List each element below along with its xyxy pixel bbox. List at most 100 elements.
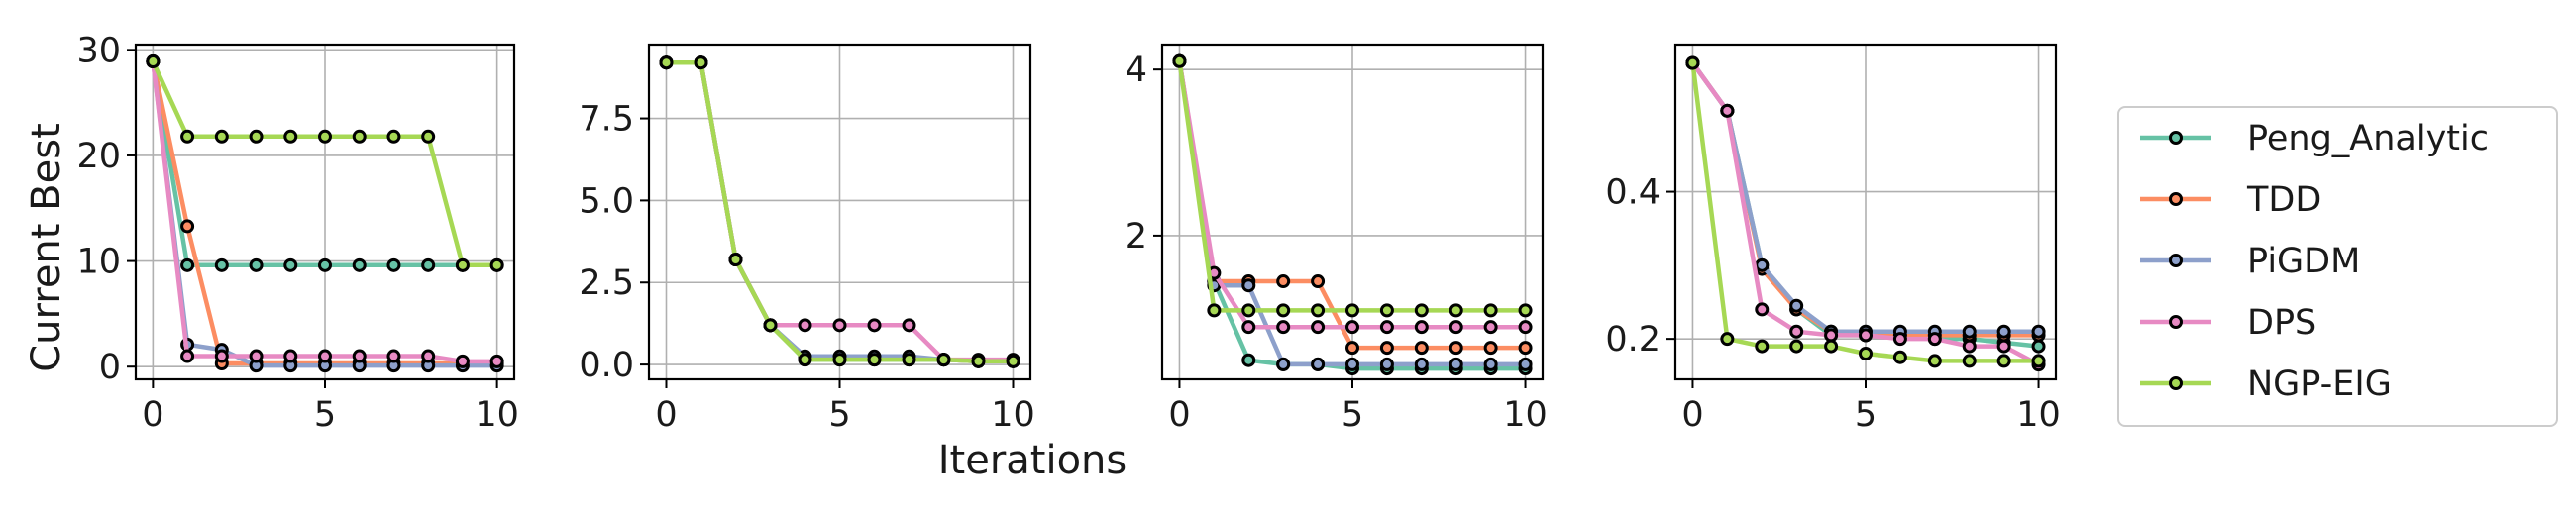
y-tick-label: 30 <box>76 31 121 70</box>
data-point <box>421 349 436 363</box>
data-point <box>1824 339 1839 354</box>
x-tick-label: 10 <box>1503 395 1548 435</box>
data-point <box>1276 274 1291 289</box>
legend-label: DPS <box>2247 303 2316 343</box>
legend-frame <box>2117 106 2558 427</box>
x-tick-label: 5 <box>828 395 850 435</box>
y-tick-label: 2.5 <box>579 263 634 303</box>
data-point <box>318 349 332 363</box>
x-tick-label: 5 <box>1855 395 1877 435</box>
data-point <box>214 349 229 363</box>
legend-entry: Peng_Analytic <box>2140 119 2489 158</box>
data-point <box>1518 320 1533 335</box>
data-point <box>352 129 367 144</box>
x-tick-label: 10 <box>991 395 1035 435</box>
panel-2: 0 5 10 0.0 2.5 5.0 7.5 <box>579 43 1035 435</box>
data-point <box>180 349 195 363</box>
data-point <box>214 257 229 272</box>
y-tick-label: 0.4 <box>1605 173 1661 213</box>
data-point <box>386 129 401 144</box>
data-point <box>1276 303 1291 318</box>
panel-3: 0 5 10 2 4 <box>1126 43 1548 435</box>
y-tick-label: 0.2 <box>1605 320 1661 360</box>
x-tick-label: 10 <box>475 395 519 435</box>
data-point <box>283 257 298 272</box>
data-point <box>1414 320 1429 335</box>
data-point <box>489 257 504 272</box>
x-tick-label: 0 <box>142 395 163 435</box>
data-point <box>283 349 298 363</box>
x-axis-label: Iterations <box>938 438 1127 483</box>
data-point <box>798 318 812 333</box>
data-point <box>1379 341 1394 356</box>
data-point <box>318 257 332 272</box>
data-point <box>1755 302 1770 317</box>
data-point <box>1483 303 1498 318</box>
legend-marker <box>2169 254 2183 267</box>
data-point <box>1345 320 1359 335</box>
data-point <box>832 318 847 333</box>
data-point <box>1720 332 1735 347</box>
panel-4: 0 5 10 0.2 0.4 <box>1605 43 2061 435</box>
data-point <box>1996 354 2011 368</box>
data-point <box>1311 274 1326 289</box>
data-point <box>1379 320 1394 335</box>
data-point <box>1449 357 1463 371</box>
data-point <box>1518 341 1533 356</box>
data-point <box>1414 341 1429 356</box>
data-point <box>1962 324 1977 339</box>
data-point <box>1414 303 1429 318</box>
data-point <box>1892 350 1907 364</box>
y-tick-label: 10 <box>76 243 121 282</box>
x-tick-label: 5 <box>314 395 336 435</box>
data-point <box>386 349 401 363</box>
legend-marker <box>2169 192 2183 206</box>
y-tick-label: 5.0 <box>579 181 634 221</box>
legend-label: NGP-EIG <box>2247 364 2392 404</box>
data-point <box>489 354 504 368</box>
data-point <box>1207 303 1222 318</box>
y-tick-label: 7.5 <box>579 100 634 140</box>
data-point <box>1414 357 1429 371</box>
data-point <box>1311 357 1326 371</box>
legend-label: Peng_Analytic <box>2247 119 2489 158</box>
data-point <box>1789 339 1804 354</box>
data-point <box>1962 339 1977 354</box>
x-tick-label: 0 <box>1681 395 1703 435</box>
data-point <box>1720 103 1735 118</box>
data-point <box>249 349 264 363</box>
data-point <box>1518 303 1533 318</box>
legend-label: TDD <box>2246 180 2321 220</box>
data-point <box>1345 357 1359 371</box>
data-point <box>1483 320 1498 335</box>
data-point <box>2031 324 2046 339</box>
data-point <box>867 318 882 333</box>
legend-entry: NGP-EIG <box>2140 364 2392 404</box>
data-point <box>1345 303 1359 318</box>
data-point <box>1241 303 1256 318</box>
axes-frame <box>1673 43 2058 381</box>
data-point <box>1927 354 1942 368</box>
data-point <box>659 55 674 70</box>
data-point <box>1006 354 1020 368</box>
data-point <box>902 353 916 367</box>
legend-entry: DPS <box>2140 303 2316 343</box>
data-point <box>180 219 195 234</box>
data-point <box>180 129 195 144</box>
axes-frame <box>647 43 1032 381</box>
data-point <box>1996 324 2011 339</box>
data-point <box>318 129 332 144</box>
data-point <box>728 253 743 267</box>
legend-marker <box>2169 315 2183 329</box>
legend-entry: TDD <box>2140 180 2321 220</box>
data-point <box>1172 53 1187 68</box>
data-point <box>2031 354 2046 368</box>
x-tick-label: 0 <box>1168 395 1190 435</box>
data-point <box>1241 353 1256 367</box>
data-point <box>1276 320 1291 335</box>
data-point <box>1518 357 1533 371</box>
y-axis-label: Current Best <box>24 123 69 372</box>
data-point <box>249 257 264 272</box>
data-point <box>421 129 436 144</box>
